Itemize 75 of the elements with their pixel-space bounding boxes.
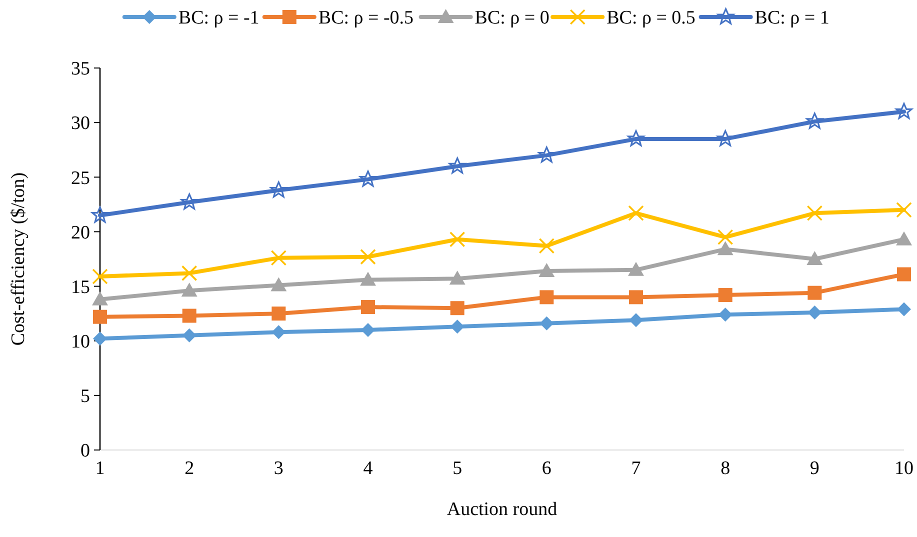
point — [92, 268, 108, 284]
x-tick-label: 8 — [720, 458, 730, 479]
point — [808, 286, 822, 300]
point — [361, 300, 375, 314]
y-tick-label: 25 — [71, 168, 90, 189]
point — [93, 332, 107, 346]
x-tick-label: 4 — [363, 458, 374, 479]
x-tick-label: 5 — [452, 458, 462, 479]
y-tick-label: 15 — [71, 276, 90, 298]
point — [540, 316, 554, 330]
x-tick-label: 2 — [184, 458, 194, 479]
point — [897, 267, 911, 282]
point — [718, 308, 732, 322]
point — [896, 231, 912, 246]
point — [182, 308, 196, 323]
y-tick-label: 30 — [71, 113, 90, 134]
point — [449, 270, 466, 285]
point — [270, 277, 287, 292]
point — [448, 157, 466, 174]
legend-label: BC: ρ = -0.5 — [318, 8, 414, 29]
point — [628, 130, 644, 146]
point — [361, 322, 375, 337]
point — [182, 328, 196, 342]
point — [270, 250, 287, 266]
y-axis-title: Cost-efficiency ($/ton) — [8, 172, 29, 346]
x-tick-label: 3 — [274, 458, 284, 479]
x-axis-title: Auction round — [446, 499, 558, 520]
point — [717, 241, 734, 256]
point — [628, 262, 644, 276]
x-tick-label: 1 — [95, 458, 105, 479]
legend-label: BC: ρ = 0.5 — [606, 8, 696, 29]
point — [538, 263, 555, 278]
point — [806, 112, 824, 129]
point — [181, 265, 198, 282]
legend-label: BC: ρ = 0 — [474, 8, 550, 29]
point — [360, 170, 376, 187]
x-tick-label: 7 — [631, 458, 641, 479]
legend-label: BC: ρ = 1 — [754, 8, 830, 29]
point — [93, 310, 107, 324]
point — [270, 181, 288, 198]
point — [272, 325, 286, 340]
point — [180, 193, 198, 210]
point — [538, 238, 555, 254]
point — [896, 202, 912, 218]
point — [181, 282, 198, 297]
point — [629, 313, 643, 328]
y-tick-label: 5 — [80, 386, 90, 408]
y-tick-label: 0 — [80, 440, 90, 462]
point — [538, 146, 556, 163]
point — [716, 130, 734, 146]
point — [806, 251, 823, 265]
point — [806, 205, 823, 222]
y-tick-label: 20 — [71, 222, 90, 244]
point — [360, 248, 376, 265]
y-tick-label: 35 — [71, 58, 90, 80]
point — [360, 272, 376, 286]
point — [629, 290, 643, 304]
point — [272, 306, 286, 321]
point — [540, 290, 554, 304]
point — [450, 320, 464, 334]
x-tick-label: 10 — [894, 458, 914, 479]
point — [449, 231, 466, 248]
point — [450, 301, 464, 316]
point — [808, 305, 822, 320]
point — [628, 205, 644, 222]
point — [717, 229, 734, 246]
point — [718, 288, 732, 302]
point — [92, 291, 108, 306]
point — [897, 302, 911, 316]
point — [92, 206, 108, 223]
y-tick-label: 10 — [71, 332, 90, 353]
x-tick-label: 6 — [542, 458, 552, 479]
point — [896, 102, 912, 119]
legend-label: BC: ρ = -1 — [178, 8, 260, 29]
x-tick-label: 9 — [810, 458, 820, 479]
